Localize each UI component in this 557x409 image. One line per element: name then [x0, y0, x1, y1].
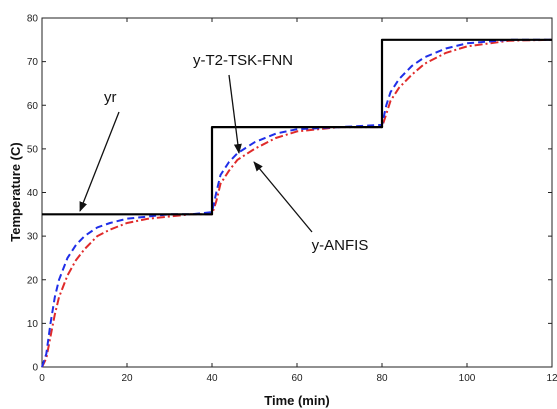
x-tick-label: 20 — [121, 373, 133, 384]
series-layer — [41, 38, 553, 368]
x-tick-label: 60 — [291, 373, 303, 384]
y-tick-label: 70 — [27, 57, 39, 68]
y-tick-label: 60 — [27, 101, 39, 112]
series-line-yr — [42, 38, 552, 216]
y-tick-label: 30 — [27, 232, 39, 243]
x-tick-label: 12 — [546, 373, 557, 384]
y-axis-label: Temperature (C) — [8, 142, 23, 241]
x-tick-label: 100 — [459, 373, 476, 384]
y-tick-label: 80 — [27, 14, 39, 25]
annotation-arrow — [228, 74, 242, 154]
annotation-label: yr — [104, 89, 117, 106]
x-tick-label: 40 — [206, 373, 218, 384]
series-line-y-T2-TSK-FNN — [41, 38, 552, 368]
annotation-arrow — [79, 111, 120, 212]
x-tick-label: 80 — [376, 373, 388, 384]
annotation-layer: yr y-T2-TSK-FNN y-ANFIS — [79, 52, 369, 254]
y-tick-label: 40 — [27, 188, 39, 199]
y-tick-label: 0 — [32, 363, 38, 374]
y-tick-label: 50 — [27, 144, 39, 155]
x-tick-label: 0 — [39, 373, 45, 384]
y-tick-label: 10 — [27, 319, 39, 330]
plot-area — [41, 17, 553, 368]
annotation-arrow — [253, 161, 313, 233]
annotation-label: y-T2-TSK-FNN — [193, 52, 293, 69]
x-axis-label: Time (min) — [264, 393, 330, 408]
y-tick-label: 20 — [27, 275, 39, 286]
series-line-y-ANFIS — [41, 38, 553, 368]
annotation-label: y-ANFIS — [312, 237, 369, 254]
